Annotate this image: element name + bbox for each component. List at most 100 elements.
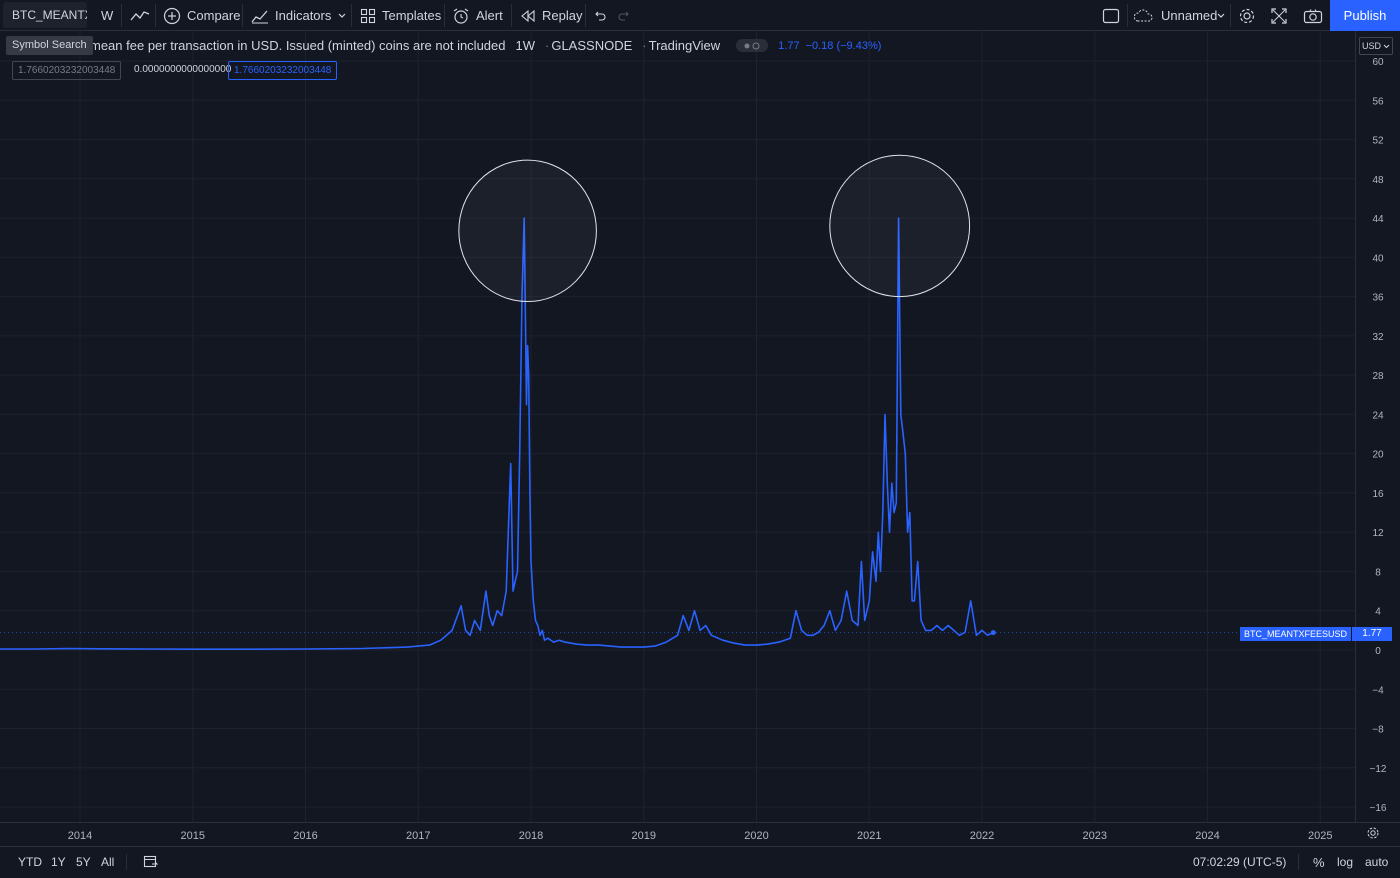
price-tick-label: 36 <box>1372 293 1384 304</box>
eye-icon <box>744 42 760 49</box>
publish-button[interactable]: Publish <box>1330 0 1400 31</box>
interval-label: W <box>101 8 114 23</box>
range-all[interactable]: All <box>101 846 114 878</box>
price-axis[interactable]: 60 56 52 48 44 40 36 32 28 24 20 16 12 8 4 0 −4 −8 −12 −16 <box>1355 31 1400 822</box>
indicators-button[interactable]: Indicators <box>251 0 331 31</box>
series-name-tag: BTC_MEANTXFEESUSD <box>1240 627 1352 641</box>
separator <box>351 4 352 27</box>
indicators-label: Indicators <box>275 8 332 23</box>
price-tick-label: 4 <box>1375 607 1381 618</box>
last-price-tag: 1.77 <box>1352 627 1392 641</box>
replay-button[interactable]: Replay <box>520 0 582 31</box>
chart-pane[interactable] <box>0 31 1355 822</box>
axis-settings-button[interactable] <box>1366 826 1380 845</box>
auto-toggle[interactable]: auto <box>1365 846 1388 878</box>
time-tick-label: 2016 <box>293 830 317 842</box>
symbol-search-button[interactable]: BTC_MEANTX <box>3 2 87 28</box>
undo-icon <box>595 11 606 21</box>
chevron-down-icon <box>1383 44 1390 48</box>
layout-button[interactable] <box>1102 0 1120 31</box>
percent-label: % <box>1313 854 1325 870</box>
undo-button[interactable] <box>593 0 607 31</box>
visibility-toggle[interactable] <box>736 39 769 52</box>
time-tick-label: 2017 <box>406 830 430 842</box>
value-box-text: 1.7660203232003448 <box>234 65 332 76</box>
fullscreen-button[interactable] <box>1271 0 1287 31</box>
time-tick-label: 2019 <box>632 830 656 842</box>
indicators-dropdown[interactable] <box>337 0 347 31</box>
series-legend: mean fee per transaction in USD. Issued … <box>90 38 881 53</box>
gear-icon <box>1239 8 1255 23</box>
redo-button[interactable] <box>617 0 631 31</box>
separator <box>511 4 512 27</box>
time-tick-label: 2021 <box>857 830 881 842</box>
currency-label: USD <box>1361 41 1381 51</box>
time-tick-label: 2022 <box>970 830 994 842</box>
highlight-ellipse[interactable] <box>829 154 971 298</box>
replay-label: Replay <box>542 8 583 23</box>
range-5y[interactable]: 5Y <box>76 846 91 878</box>
goto-date-button[interactable] <box>143 846 159 878</box>
cloud-icon <box>1133 8 1153 21</box>
value-box-text: 1.7660203232003448 <box>18 65 116 76</box>
separator <box>1298 854 1299 870</box>
highlight-ellipse[interactable] <box>458 159 597 303</box>
percent-toggle[interactable]: % <box>1313 846 1325 878</box>
price-tick-label: −16 <box>1370 803 1387 814</box>
time-axis[interactable]: 2014 2015 2016 2017 2018 2019 2020 2021 2022 2023… <box>0 822 1400 846</box>
templates-button[interactable]: Templates <box>360 0 441 31</box>
log-label: log <box>1337 855 1354 869</box>
price-tick-label: 44 <box>1372 214 1384 225</box>
tooltip-text: Symbol Search <box>12 39 87 51</box>
separator <box>242 4 243 27</box>
bottom-toolbar <box>0 846 1400 878</box>
settings-button[interactable] <box>1238 0 1256 31</box>
separator <box>585 4 586 27</box>
interval-button[interactable]: W <box>101 0 113 31</box>
currency-selector[interactable]: USD <box>1359 37 1393 55</box>
chevron-down-icon <box>338 13 346 18</box>
plus-circle-icon <box>163 7 181 24</box>
camera-icon <box>1303 8 1323 23</box>
price-tick-label: 24 <box>1372 410 1384 421</box>
last-value: 1.77 <box>778 39 800 52</box>
last-point-marker <box>990 630 996 636</box>
clock[interactable]: 07:02:29 (UTC-5) <box>1193 846 1286 878</box>
time-tick-label: 2014 <box>68 830 92 842</box>
redo-icon <box>618 11 629 21</box>
value-box-text: 0.0000000000000000 <box>134 64 232 75</box>
price-tick-label: 20 <box>1372 450 1384 461</box>
range-label: 1Y <box>51 855 66 869</box>
range-1y[interactable]: 1Y <box>51 846 66 878</box>
range-ytd[interactable]: YTD <box>18 846 42 878</box>
publish-label: Publish <box>1343 8 1387 23</box>
change-value: −0.18 (−9.43%) <box>805 39 882 52</box>
price-tick-label: −8 <box>1372 725 1384 736</box>
layout-name-button[interactable]: Unnamed <box>1133 0 1217 31</box>
separator <box>121 4 122 27</box>
price-tick-label: 60 <box>1372 57 1384 68</box>
log-toggle[interactable]: log <box>1337 846 1353 878</box>
time-tick-label: 2025 <box>1308 830 1332 842</box>
auto-label: auto <box>1365 855 1389 869</box>
compare-button[interactable]: Compare <box>163 0 240 31</box>
fullscreen-icon <box>1271 7 1287 24</box>
time-tick-label: 2023 <box>1083 830 1107 842</box>
snapshot-button[interactable] <box>1303 0 1323 31</box>
chart-canvas[interactable] <box>0 31 1355 822</box>
price-tick-label: −12 <box>1370 764 1387 775</box>
templates-label: Templates <box>382 8 442 23</box>
alert-button[interactable]: Alert <box>452 0 503 31</box>
chart-type-button[interactable] <box>130 0 150 31</box>
separator <box>444 4 445 27</box>
series-interval: 1W <box>515 38 536 53</box>
time-tick-label: 2020 <box>744 830 768 842</box>
line-chart-icon <box>130 10 150 20</box>
layout-dropdown[interactable] <box>1216 0 1226 31</box>
dot-separator: · <box>545 38 550 53</box>
price-tick-label: 32 <box>1372 332 1384 343</box>
series-line[interactable] <box>0 217 994 651</box>
clock-text: 07:02:29 (UTC-5) <box>1193 855 1287 869</box>
price-tick-label: 48 <box>1372 175 1384 186</box>
